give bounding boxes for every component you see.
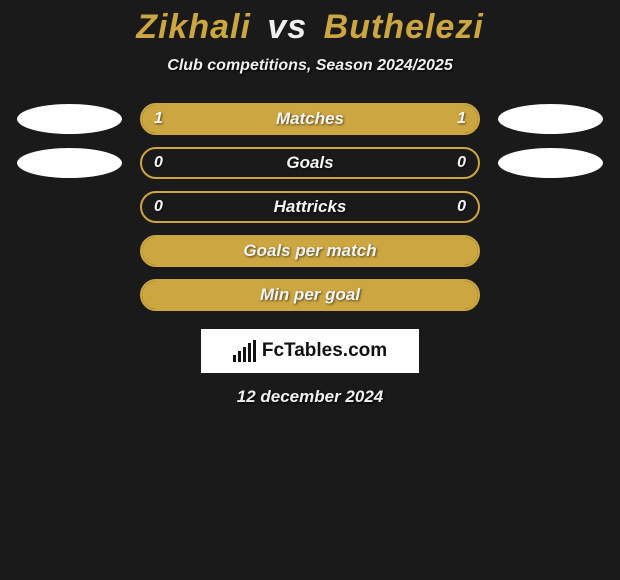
logo-box: FcTables.com — [201, 329, 419, 373]
stat-label: Hattricks — [274, 197, 347, 217]
stat-value-right: 1 — [457, 110, 466, 128]
player1-marker — [17, 148, 122, 178]
stat-bar: 0 0 Hattricks — [140, 191, 480, 223]
vs-text: vs — [267, 8, 307, 46]
date: 12 december 2024 — [0, 387, 620, 407]
page-title: Zikhali vs Buthelezi — [0, 8, 620, 47]
stat-bar: Min per goal — [140, 279, 480, 311]
stat-bar: 0 0 Goals — [140, 147, 480, 179]
player1-name: Zikhali — [136, 8, 251, 46]
stat-label: Matches — [276, 109, 344, 129]
comparison-card: Zikhali vs Buthelezi Club competitions, … — [0, 0, 620, 407]
subtitle: Club competitions, Season 2024/2025 — [0, 57, 620, 75]
stat-bar: Goals per match — [140, 235, 480, 267]
stat-label: Goals per match — [243, 241, 376, 261]
stat-value-right: 0 — [457, 198, 466, 216]
stat-row: 0 0 Goals — [0, 147, 620, 179]
player2-marker — [498, 148, 603, 178]
stat-row: 0 0 Hattricks — [0, 191, 620, 223]
player2-marker — [498, 104, 603, 134]
stat-row: Goals per match — [0, 235, 620, 267]
stat-value-left: 1 — [154, 110, 163, 128]
player2-name: Buthelezi — [324, 8, 484, 46]
stat-value-right: 0 — [457, 154, 466, 172]
stat-row: 1 1 Matches — [0, 103, 620, 135]
stat-value-left: 0 — [154, 198, 163, 216]
stat-bar: 1 1 Matches — [140, 103, 480, 135]
player1-marker — [17, 104, 122, 134]
stat-row: Min per goal — [0, 279, 620, 311]
logo-text: FcTables.com — [262, 340, 387, 362]
stat-label: Min per goal — [260, 285, 360, 305]
chart-icon — [233, 340, 256, 362]
stat-rows: 1 1 Matches 0 0 Goals 0 0 Hattricks Goals per mat… — [0, 103, 620, 311]
stat-label: Goals — [286, 153, 333, 173]
stat-value-left: 0 — [154, 154, 163, 172]
